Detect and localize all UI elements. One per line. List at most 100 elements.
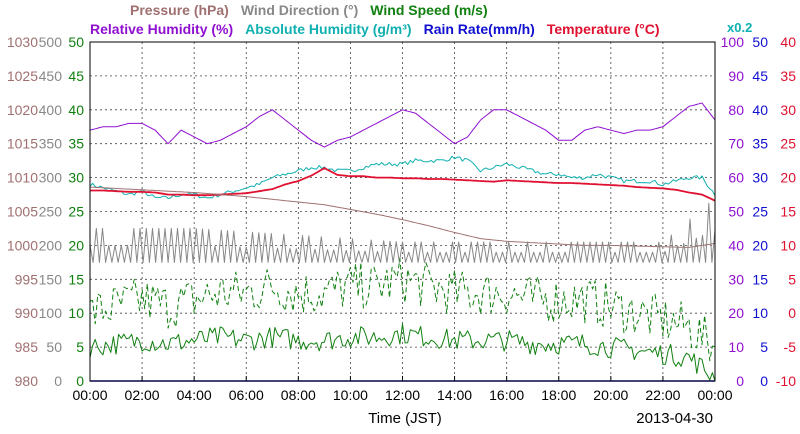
- tick-humidity-2: 80: [728, 102, 744, 118]
- tick-humidity-9: 10: [728, 339, 744, 355]
- tick-wind_direction-10: 0: [54, 373, 62, 389]
- tick-wind_direction-4: 300: [39, 170, 63, 186]
- tick-rain_rate-2: 40: [752, 102, 768, 118]
- tick-pressure-6: 1000: [7, 237, 38, 253]
- tick-humidity-0: 100: [721, 34, 745, 50]
- series-line-6: [89, 323, 716, 382]
- tick-rain_rate-0: 50: [752, 34, 768, 50]
- x-tick-12: 00:00: [697, 387, 732, 403]
- tick-pressure-8: 990: [15, 305, 39, 321]
- legend-row2-3: Temperature (°C): [547, 21, 660, 37]
- tick-pressure-5: 1005: [7, 204, 38, 220]
- tick-humidity-7: 30: [728, 271, 744, 287]
- tick-humidity-6: 40: [728, 237, 744, 253]
- tick-temperature-6: 10: [780, 237, 796, 253]
- tick-temperature-4: 20: [780, 170, 796, 186]
- legend-row1-2: Wind Speed (m/s): [370, 2, 487, 18]
- tick-pressure-9: 985: [15, 339, 39, 355]
- tick-rain_rate-7: 15: [752, 271, 768, 287]
- tick-wind_speed-10: 0: [76, 373, 84, 389]
- series-line-1: [89, 155, 716, 199]
- series: [89, 102, 716, 382]
- tick-rain_rate-9: 5: [760, 339, 768, 355]
- tick-rain_rate-5: 25: [752, 204, 768, 220]
- series-line-3: [89, 186, 716, 248]
- tick-wind_direction-9: 50: [46, 339, 62, 355]
- grid: [90, 42, 715, 381]
- x-tick-2: 04:00: [177, 387, 212, 403]
- tick-humidity-8: 20: [728, 305, 744, 321]
- tick-rain_rate-10: 0: [760, 373, 768, 389]
- tick-temperature-0: 40: [780, 34, 796, 50]
- legend-row1-0: Pressure (hPa): [130, 2, 229, 18]
- tick-rain_rate-3: 35: [752, 136, 768, 152]
- legend-row2-0: Relative Humidity (%): [90, 21, 233, 37]
- tick-pressure-4: 1010: [7, 170, 38, 186]
- tick-pressure-3: 1015: [7, 136, 38, 152]
- tick-wind_speed-6: 20: [68, 237, 84, 253]
- series-line-4: [89, 202, 716, 263]
- axes: 1030102510201015101010051000995990985980…: [7, 34, 796, 403]
- tick-pressure-10: 980: [15, 373, 39, 389]
- tick-humidity-3: 70: [728, 136, 744, 152]
- tick-wind_speed-4: 30: [68, 170, 84, 186]
- tick-pressure-2: 1020: [7, 102, 38, 118]
- x-tick-4: 08:00: [281, 387, 316, 403]
- tick-wind_direction-0: 500: [39, 34, 63, 50]
- tick-rain_rate-8: 10: [752, 305, 768, 321]
- tick-temperature-3: 25: [780, 136, 796, 152]
- tick-wind_speed-2: 40: [68, 102, 84, 118]
- series-line-0: [89, 102, 716, 148]
- x-axis-label: Time (JST): [368, 410, 442, 427]
- series-line-5: [89, 258, 716, 362]
- series-line-2: [90, 167, 716, 202]
- tick-rain_rate-1: 45: [752, 68, 768, 84]
- tick-wind_speed-9: 5: [76, 339, 84, 355]
- legend-row1-1: Wind Direction (°): [241, 2, 358, 18]
- tick-temperature-9: -5: [784, 339, 797, 355]
- date-label: 2013-04-30: [636, 410, 713, 427]
- tick-pressure-1: 1025: [7, 68, 38, 84]
- tick-humidity-1: 90: [728, 68, 744, 84]
- tick-wind_direction-2: 400: [39, 102, 63, 118]
- tick-temperature-8: 0: [788, 305, 796, 321]
- tick-humidity-5: 50: [728, 204, 744, 220]
- tick-wind_speed-7: 15: [68, 271, 84, 287]
- x-tick-9: 18:00: [541, 387, 576, 403]
- legend: Pressure (hPa) Wind Direction (°) Wind Spe…: [90, 2, 752, 37]
- tick-pressure-7: 995: [15, 271, 39, 287]
- tick-wind_speed-8: 10: [68, 305, 84, 321]
- x-tick-1: 02:00: [125, 387, 160, 403]
- legend-row2-1: Absolute Humidity (g/m³): [245, 21, 411, 37]
- tick-humidity-4: 60: [728, 170, 744, 186]
- tick-wind_speed-5: 25: [68, 204, 84, 220]
- tick-wind_direction-6: 200: [39, 237, 63, 253]
- tick-rain_rate-4: 30: [752, 170, 768, 186]
- tick-temperature-5: 15: [780, 204, 796, 220]
- tick-wind_direction-5: 250: [39, 204, 63, 220]
- x-tick-8: 16:00: [489, 387, 524, 403]
- x-tick-3: 06:00: [229, 387, 264, 403]
- tick-wind_direction-7: 150: [39, 271, 63, 287]
- x-tick-0: 00:00: [72, 387, 107, 403]
- x-tick-5: 10:00: [333, 387, 368, 403]
- legend-row2-2: Rain Rate(mm/h): [424, 21, 535, 37]
- tick-pressure-0: 1030: [7, 34, 38, 50]
- tick-wind_direction-3: 350: [39, 136, 63, 152]
- tick-temperature-10: -10: [776, 373, 796, 389]
- tick-wind_speed-3: 35: [68, 136, 84, 152]
- tick-temperature-7: 5: [788, 271, 796, 287]
- tick-wind_direction-1: 450: [39, 68, 63, 84]
- tick-wind_speed-0: 50: [68, 34, 84, 50]
- tick-wind_direction-8: 100: [39, 305, 63, 321]
- tick-humidity-10: 0: [736, 373, 744, 389]
- tick-wind_speed-1: 45: [68, 68, 84, 84]
- tick-temperature-1: 35: [780, 68, 796, 84]
- tick-rain_rate-6: 20: [752, 237, 768, 253]
- legend-multiplier: x0.2: [727, 20, 752, 35]
- x-tick-10: 20:00: [593, 387, 628, 403]
- x-tick-7: 14:00: [437, 387, 472, 403]
- tick-temperature-2: 30: [780, 102, 796, 118]
- x-tick-11: 22:00: [645, 387, 680, 403]
